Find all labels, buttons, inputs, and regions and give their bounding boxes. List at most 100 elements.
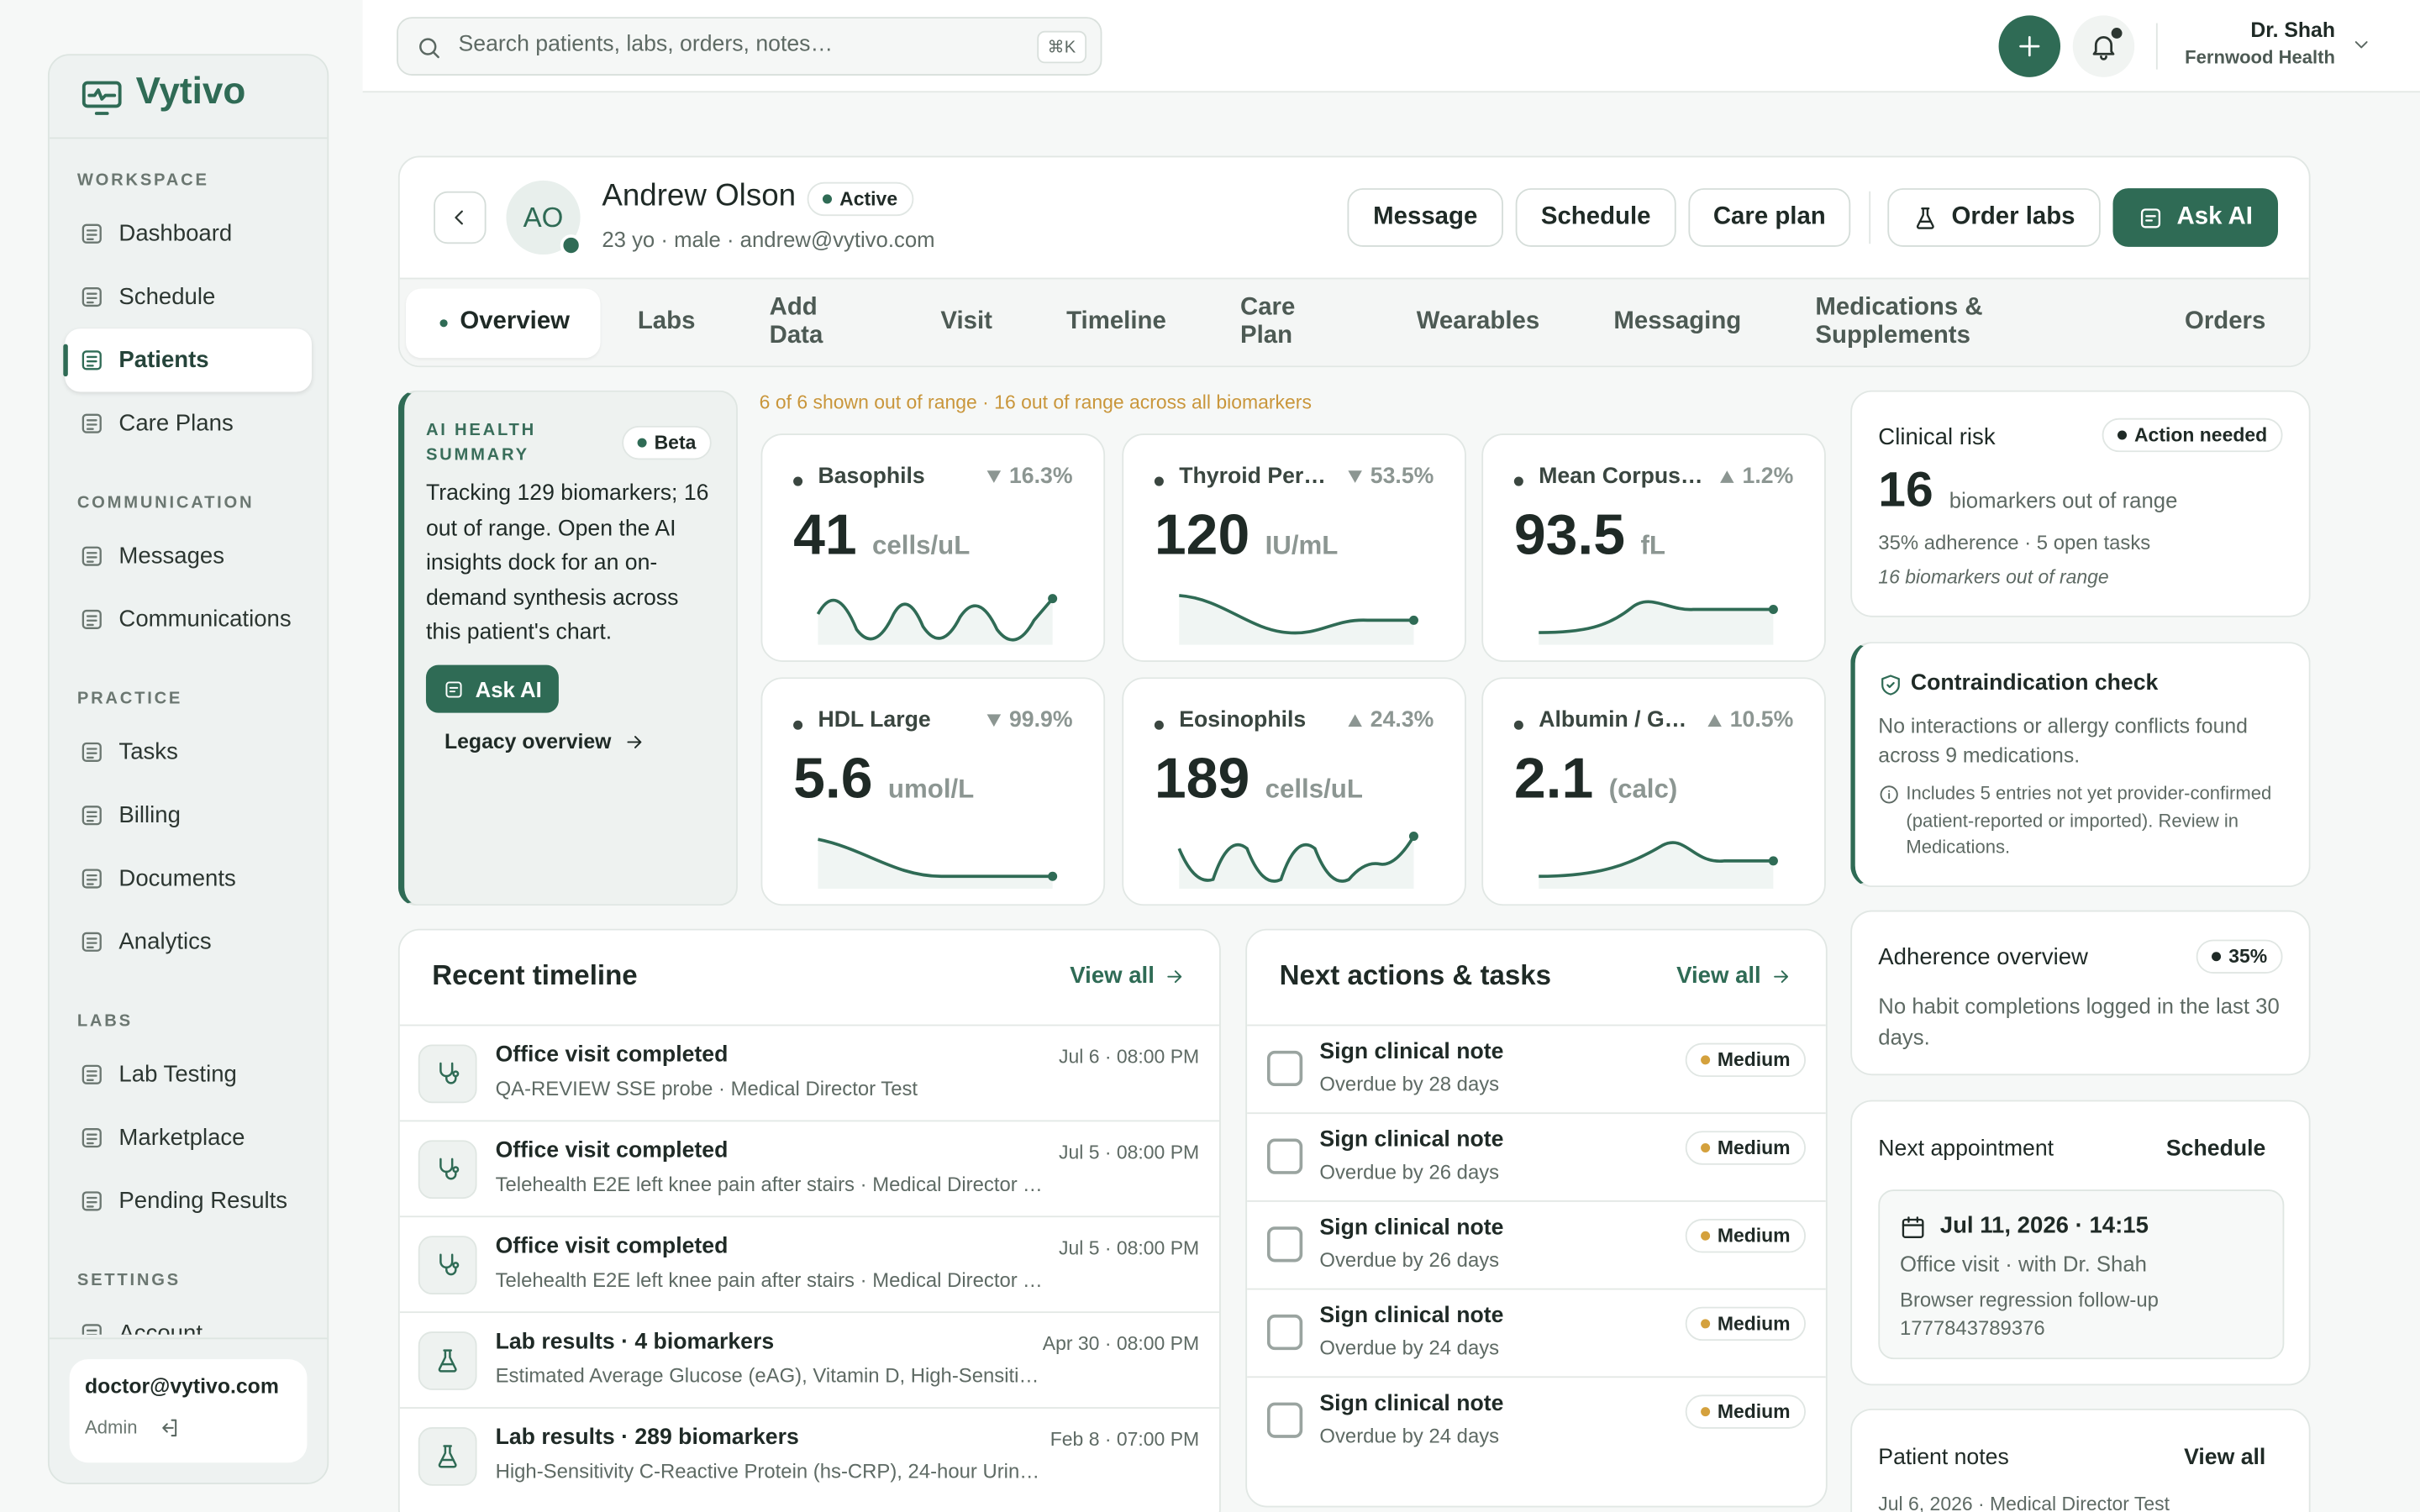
- nav-item[interactable]: Documents: [65, 847, 312, 910]
- tab[interactable]: Medications & Supplements: [1778, 288, 2148, 358]
- action-label: Care plan: [1712, 203, 1826, 230]
- nav-item[interactable]: Analytics: [65, 911, 312, 974]
- biomarker-name: Basophils: [818, 464, 925, 490]
- nav-label: Marketplace: [118, 1124, 245, 1152]
- tab[interactable]: Visit: [903, 288, 1029, 358]
- card-title: Patient notes: [1878, 1446, 2009, 1471]
- icon: [434, 1347, 461, 1374]
- timeline-title: Lab results · 4 biomarkers: [495, 1330, 775, 1355]
- task-checkbox[interactable]: [1266, 1314, 1303, 1351]
- timeline-title: Office visit completed: [495, 1138, 729, 1163]
- contraindication-text: No interactions or allergy conflicts fou…: [1878, 714, 2248, 767]
- tab[interactable]: Labs: [601, 288, 733, 358]
- tab[interactable]: Add Data: [733, 288, 904, 358]
- timeline-row[interactable]: Office visit completed Telehealth E2E lef…: [399, 1215, 1220, 1311]
- timeline-row[interactable]: Lab results · 289 biomarkers High-Sensiti…: [399, 1407, 1220, 1503]
- add-button[interactable]: [1998, 15, 2061, 77]
- nav-item[interactable]: Account: [65, 1302, 312, 1335]
- notifications-button[interactable]: [2072, 15, 2135, 77]
- icon: [434, 1060, 461, 1088]
- biomarker-card[interactable]: Thyroid Per… 53.5% 120 IU/mL: [1122, 433, 1466, 662]
- notes-link[interactable]: View all: [2184, 1446, 2266, 1471]
- biomarker-card[interactable]: Basophils 16.3% 41 cells/uL: [760, 433, 1106, 662]
- back-button[interactable]: [434, 191, 487, 244]
- biomarker-change: 1.2%: [1719, 465, 1793, 489]
- nav-section-label: WORKSPACE: [76, 171, 209, 190]
- icon: [1770, 965, 1792, 987]
- task-subtitle: Overdue by 26 days: [1319, 1160, 1500, 1184]
- value-row: 120 IU/mL: [1155, 503, 1339, 568]
- action-button[interactable]: Care plan: [1688, 188, 1851, 247]
- tab[interactable]: Orders: [2148, 288, 2303, 358]
- task-checkbox[interactable]: [1266, 1050, 1303, 1087]
- nav-item[interactable]: Pending Results: [65, 1169, 312, 1232]
- tab[interactable]: Overview: [406, 287, 601, 358]
- biomarker-card[interactable]: HDL Large 99.9% 5.6 umol/L: [760, 677, 1106, 906]
- priority-label: Medium: [1717, 1137, 1791, 1159]
- icon[interactable]: [2350, 34, 2372, 55]
- legacy-link[interactable]: Legacy overview: [445, 730, 645, 753]
- biomarker-card[interactable]: Eosinophils 24.3% 189 cells/uL: [1122, 677, 1466, 906]
- tab-label: Messaging: [1613, 308, 1742, 335]
- priority-dot: [1700, 1319, 1710, 1329]
- nav-label: Schedule: [118, 283, 216, 311]
- nav-section-label: COMMUNICATION: [76, 493, 255, 512]
- action-button[interactable]: Message: [1347, 188, 1503, 247]
- biomarker-name: Thyroid Per…: [1179, 464, 1326, 490]
- search-box[interactable]: Search patients, labs, orders, notes… ⌘K: [397, 17, 1102, 76]
- nav-item[interactable]: Messages: [65, 524, 312, 587]
- nav-section-label: LABS: [76, 1011, 133, 1031]
- task-row: Sign clinical note Overdue by 26 days Medi…: [1247, 1112, 1826, 1200]
- sparkline: [815, 583, 1062, 645]
- icon: [79, 1125, 105, 1151]
- timeline-row[interactable]: Lab results · 4 biomarkers Estimated Aver…: [399, 1311, 1220, 1407]
- nav-item[interactable]: Marketplace: [65, 1106, 312, 1169]
- nav-item[interactable]: Billing: [65, 784, 312, 847]
- ai-summary-card: AI HEALTH SUMMARY Beta Tracking 129 biomar…: [397, 390, 738, 906]
- tab-label: Orders: [2184, 308, 2266, 335]
- appointment-card: Next appointment Schedule Jul 11, 2026 · 1…: [1850, 1100, 2311, 1386]
- sparkline: [1536, 827, 1783, 889]
- task-checkbox[interactable]: [1266, 1138, 1303, 1174]
- patient-card: AO Andrew Olson Active 23 yo · male · andre…: [397, 155, 2311, 368]
- biomarker-card[interactable]: Albumin / G… 10.5% 2.1 (calc): [1481, 677, 1826, 906]
- divider: [2155, 23, 2158, 70]
- nav-item[interactable]: Care Plans: [65, 392, 312, 455]
- icon[interactable]: [157, 1416, 181, 1440]
- biomarker-card[interactable]: Mean Corpus… 1.2% 93.5 fL: [1481, 433, 1826, 662]
- view-all-link[interactable]: View all: [1070, 963, 1185, 989]
- nav-label: Account: [118, 1320, 203, 1335]
- timeline-icon: [418, 1426, 477, 1486]
- icon: [79, 1188, 105, 1214]
- ask-ai-button[interactable]: Ask AI: [425, 664, 559, 713]
- icon: [1164, 965, 1186, 987]
- action-button[interactable]: Schedule: [1515, 188, 1676, 247]
- nav-label: Communications: [118, 606, 292, 633]
- nav-item[interactable]: Schedule: [65, 265, 312, 328]
- task-checkbox[interactable]: [1266, 1226, 1303, 1263]
- view-all-link[interactable]: View all: [1676, 963, 1791, 989]
- icon: [1913, 204, 1939, 230]
- timeline-subtitle: Telehealth E2E left knee pain after stai…: [495, 1268, 1044, 1292]
- nav-item[interactable]: Tasks: [65, 721, 312, 784]
- action-button[interactable]: Ask AI: [2112, 188, 2279, 247]
- tab[interactable]: Wearables: [1380, 288, 1577, 358]
- tab[interactable]: Messaging: [1576, 288, 1778, 358]
- priority-dot: [1700, 1407, 1710, 1417]
- nav-item[interactable]: Lab Testing: [65, 1043, 312, 1106]
- nav-item[interactable]: Dashboard: [65, 202, 312, 265]
- shortcut-badge: ⌘K: [1036, 30, 1087, 64]
- schedule-link[interactable]: Schedule: [2165, 1137, 2266, 1163]
- status-badge: Active: [807, 181, 913, 217]
- task-checkbox[interactable]: [1266, 1402, 1303, 1438]
- biomarker-name: Albumin / G…: [1539, 708, 1687, 733]
- timeline-row[interactable]: Office visit completed QA-REVIEW SSE prob…: [399, 1024, 1220, 1121]
- nav-item[interactable]: Communications: [65, 588, 312, 651]
- change-value: 10.5%: [1729, 708, 1794, 733]
- nav-item[interactable]: Patients: [63, 328, 313, 392]
- timeline-row[interactable]: Office visit completed Telehealth E2E lef…: [399, 1120, 1220, 1215]
- tab[interactable]: Timeline: [1029, 288, 1203, 358]
- action-button[interactable]: Order labs: [1887, 188, 2101, 247]
- adherence-text: No habit completions logged in the last …: [1878, 993, 2280, 1049]
- tab[interactable]: Care Plan: [1203, 288, 1380, 358]
